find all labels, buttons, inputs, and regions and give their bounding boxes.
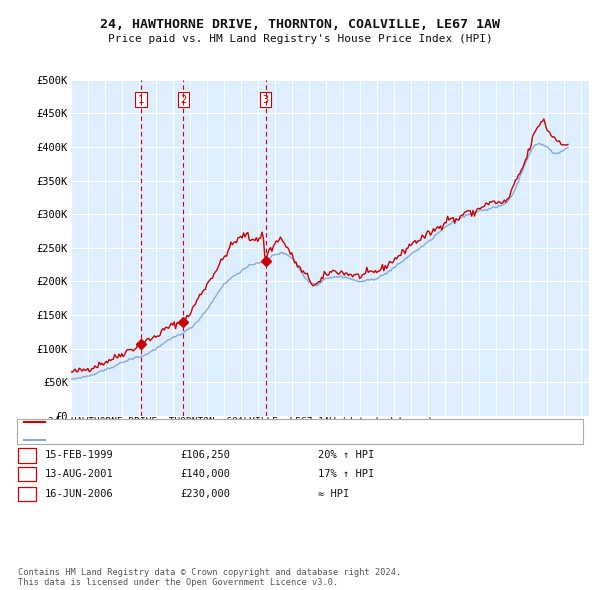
Text: 1: 1 [138,95,144,105]
Text: 3: 3 [262,95,269,105]
Text: £140,000: £140,000 [180,470,230,479]
Text: 13-AUG-2001: 13-AUG-2001 [45,470,114,479]
Text: £106,250: £106,250 [180,451,230,460]
Text: Contains HM Land Registry data © Crown copyright and database right 2024.
This d: Contains HM Land Registry data © Crown c… [18,568,401,587]
Text: 2: 2 [180,95,187,105]
Text: 15-FEB-1999: 15-FEB-1999 [45,451,114,460]
Text: 20% ↑ HPI: 20% ↑ HPI [318,451,374,460]
Text: 17% ↑ HPI: 17% ↑ HPI [318,470,374,479]
Text: Price paid vs. HM Land Registry's House Price Index (HPI): Price paid vs. HM Land Registry's House … [107,34,493,44]
Text: 2: 2 [24,470,30,479]
Text: 3: 3 [24,489,30,499]
Text: HPI: Average price, detached house, Hinckley and Bosworth: HPI: Average price, detached house, Hinc… [48,435,376,444]
Text: 24, HAWTHORNE DRIVE, THORNTON, COALVILLE, LE67 1AW (detached house): 24, HAWTHORNE DRIVE, THORNTON, COALVILLE… [48,417,433,427]
Text: 24, HAWTHORNE DRIVE, THORNTON, COALVILLE, LE67 1AW: 24, HAWTHORNE DRIVE, THORNTON, COALVILLE… [100,18,500,31]
Text: ≈ HPI: ≈ HPI [318,489,349,499]
Text: 1: 1 [24,451,30,460]
Text: 16-JUN-2006: 16-JUN-2006 [45,489,114,499]
Text: £230,000: £230,000 [180,489,230,499]
